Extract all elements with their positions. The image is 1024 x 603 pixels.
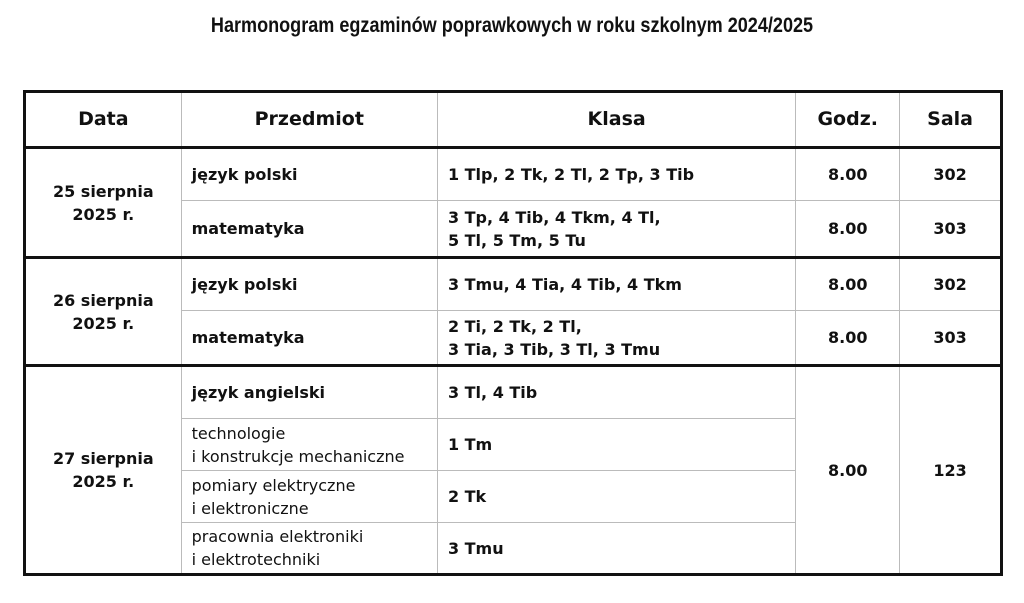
date-cell: 25 sierpnia 2025 r. (24, 147, 182, 258)
subject-cell: pracownia elektroniki i elektrotechniki (180, 522, 438, 575)
table-row: 27 sierpnia 2025 r. język angielski 3 Tl,… (24, 364, 1002, 575)
table-row: technologie i konstrukcje mechaniczne 1 T… (25, 418, 1002, 471)
subject-cell: język polski (180, 147, 438, 201)
time-cell: 8.00 (795, 200, 901, 258)
date-cell: 26 sierpnia 2025 r. (24, 256, 182, 366)
subject-cell: matematyka (180, 310, 438, 366)
table-row: pomiary elektryczne i elektroniczne 2 Tk (25, 470, 1002, 523)
time-cell: 8.00 (795, 256, 901, 311)
time-cell: 8.00 (795, 147, 901, 201)
class-cell: 2 Tk (436, 470, 797, 523)
header-class: Klasa (436, 91, 797, 149)
date-cell: 27 sierpnia 2025 r. (24, 364, 182, 575)
room-cell: 302 (899, 147, 1002, 201)
header-subject: Przedmiot (180, 91, 438, 149)
header-time: Godz. (795, 91, 901, 149)
subject-cell: język polski (180, 256, 438, 311)
page-title: Harmonogram egzaminów poprawkowych w rok… (210, 14, 814, 37)
header-row: Data Przedmiot Klasa Godz. Sala (24, 91, 1002, 149)
class-cell: 1 Tm (436, 418, 797, 471)
class-cell: 3 Tp, 4 Tib, 4 Tkm, 4 Tl, 5 Tl, 5 Tm, 5 T… (436, 200, 797, 258)
class-cell: 1 Tlp, 2 Tk, 2 Tl, 2 Tp, 3 Tib (436, 147, 797, 201)
class-cell: 3 Tmu (436, 522, 797, 575)
header-date: Data (24, 91, 182, 149)
table-row: matematyka 3 Tp, 4 Tib, 4 Tkm, 4 Tl, 5 Tl… (25, 200, 1002, 258)
subject-cell: technologie i konstrukcje mechaniczne (180, 418, 438, 471)
subject-cell: matematyka (180, 200, 438, 258)
table-row: pracownia elektroniki i elektrotechniki 3… (25, 522, 1002, 575)
class-cell: 3 Tl, 4 Tib (436, 364, 797, 419)
room-cell: 302 (899, 256, 1002, 311)
subject-cell: pomiary elektryczne i elektroniczne (180, 470, 438, 523)
table-row: 26 sierpnia 2025 r. język polski 3 Tmu, 4… (24, 256, 1002, 366)
table-row: 25 sierpnia 2025 r. język polski 1 Tlp, 2… (24, 147, 1002, 258)
room-cell: 303 (899, 200, 1002, 258)
exam-schedule-table: Data Przedmiot Klasa Godz. Sala 25 sierp… (23, 90, 1003, 576)
table-row: matematyka 2 Ti, 2 Tk, 2 Tl, 3 Tia, 3 Tib… (25, 310, 1002, 366)
room-cell: 303 (899, 310, 1002, 366)
time-cell: 8.00 (795, 310, 901, 366)
header-room: Sala (899, 91, 1002, 149)
room-cell: 123 (899, 364, 1002, 575)
class-cell: 2 Ti, 2 Tk, 2 Tl, 3 Tia, 3 Tib, 3 Tl, 3 T… (436, 310, 797, 366)
subject-cell: język angielski (180, 364, 438, 419)
class-cell: 3 Tmu, 4 Tia, 4 Tib, 4 Tkm (436, 256, 797, 311)
time-cell: 8.00 (795, 364, 901, 575)
